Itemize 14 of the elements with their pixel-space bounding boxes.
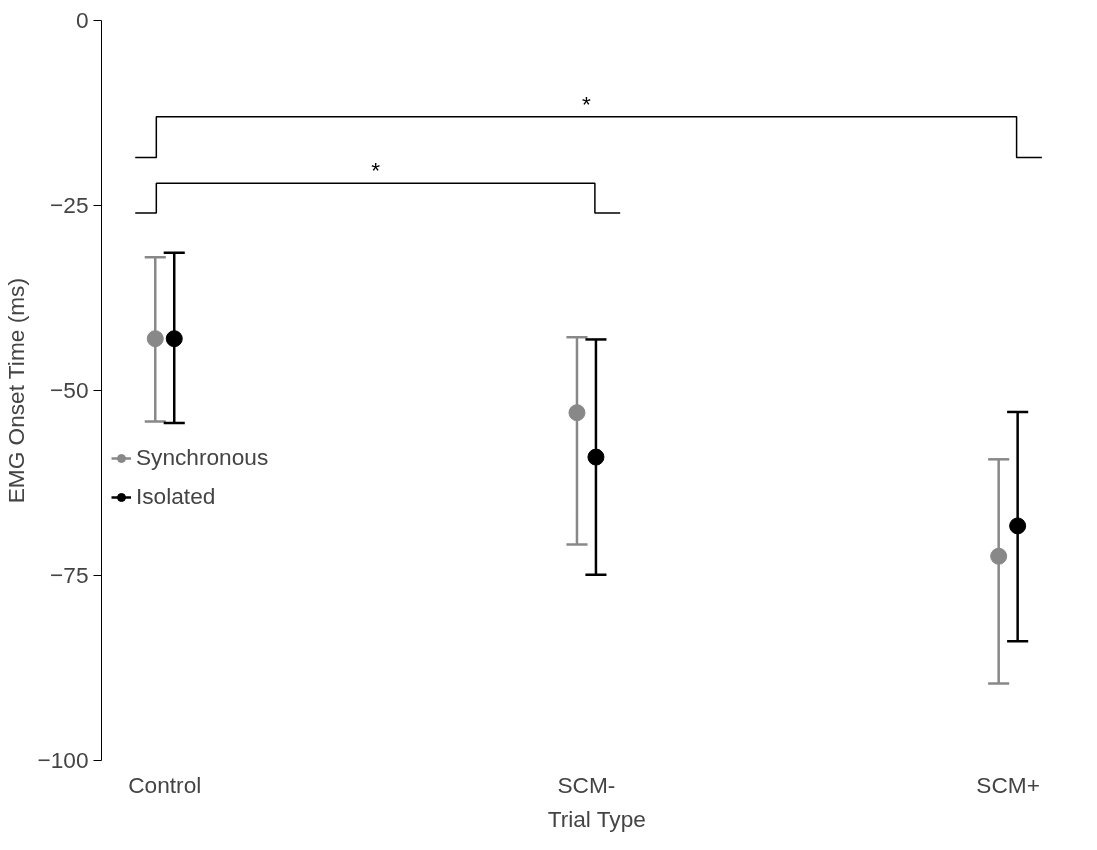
y-tick-label: −25	[50, 192, 89, 218]
x-tick-label: Control	[128, 771, 202, 798]
y-tick-label: −50	[50, 377, 89, 403]
y-tick-label: 0	[75, 7, 89, 33]
x-tick-label: SCM+	[976, 771, 1040, 798]
x-axis-title: Trial Type	[547, 805, 646, 832]
x-tick-label: SCM-	[557, 771, 616, 798]
legend-label: Isolated	[136, 483, 216, 510]
legend-label: Synchronous	[136, 444, 269, 471]
y-axis-title: EMG Onset Time (ms)	[3, 278, 30, 504]
annotation: *	[371, 157, 381, 184]
annotation: *	[582, 90, 592, 117]
y-tick-label: −100	[37, 747, 89, 773]
y-tick-label: −75	[50, 562, 89, 588]
